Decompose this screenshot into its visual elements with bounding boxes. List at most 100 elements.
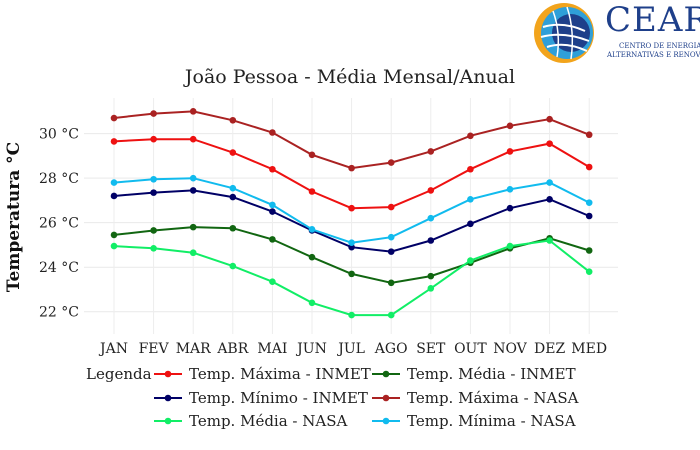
data-point [110, 231, 118, 239]
data-point [150, 227, 157, 234]
data-point [150, 110, 157, 117]
data-point [229, 184, 237, 192]
legend-swatch-marker [382, 394, 390, 402]
y-tick-labels: 22 °C 24 °C 26 °C 28 °C 30 °C [39, 127, 79, 321]
x-tick-label: FEV [139, 341, 170, 357]
logo-subtitle-line1: CENTRO DE ENERGIAS [619, 42, 700, 50]
data-point [229, 224, 237, 232]
legend-swatch-marker [164, 394, 172, 402]
data-point [546, 196, 553, 203]
data-point [189, 223, 197, 231]
legend-title: Legenda [86, 365, 152, 383]
x-tick-label: AGO [374, 341, 408, 357]
cear-logo-mark [534, 3, 594, 63]
data-point [387, 233, 395, 241]
data-point [387, 311, 395, 319]
data-point [546, 115, 553, 123]
data-point [150, 135, 157, 143]
legend-item[interactable]: Temp. Média - NASA [154, 412, 347, 430]
legend-item[interactable]: Temp. Máxima - NASA [372, 389, 579, 407]
data-point [229, 262, 237, 270]
legend-swatch-marker [164, 417, 172, 425]
legend-label: Temp. Média - INMET [407, 365, 576, 383]
y-tick-label: 30 °C [39, 127, 79, 143]
data-point [229, 116, 237, 124]
data-point [467, 220, 474, 228]
data-point [150, 189, 157, 196]
data-point [189, 249, 197, 257]
data-point [348, 239, 355, 247]
x-tick-label: ABR [216, 341, 248, 357]
data-point [229, 193, 237, 201]
legend-swatch-marker [164, 370, 172, 378]
data-point [387, 159, 395, 166]
data-point [269, 201, 276, 209]
data-point [189, 187, 197, 194]
chart-title: João Pessoa - Média Mensal/Anual [183, 66, 515, 88]
legend-item[interactable]: Temp. Média - INMET [372, 365, 576, 383]
series-lines [110, 108, 593, 319]
data-point [348, 311, 355, 319]
logo-name: CEAR [605, 0, 700, 40]
data-point [467, 196, 474, 203]
legend-item[interactable]: Temp. Máxima - INMET [154, 365, 371, 383]
data-point [585, 212, 593, 220]
x-tick-label: MAI [257, 341, 287, 357]
x-tick-label: DEZ [534, 341, 565, 357]
data-point [110, 242, 118, 250]
x-tick-label: JAN [98, 341, 128, 357]
data-point [348, 164, 355, 172]
x-tick-label: MED [571, 341, 607, 357]
logo-subtitle-line2: ALTERNATIVAS E RENOVÁVEIS [607, 51, 700, 59]
y-axis-label: Temperatura °C [4, 142, 24, 292]
y-tick-label: 26 °C [39, 216, 79, 232]
data-point [308, 188, 316, 195]
data-point [506, 242, 514, 250]
data-point [467, 165, 474, 173]
legend-item[interactable]: Temp. Mínimo - INMET [154, 389, 368, 407]
data-point [269, 236, 276, 243]
y-tick-label: 28 °C [39, 171, 79, 187]
legend-label: Temp. Mínimo - INMET [189, 389, 368, 407]
data-point [467, 257, 474, 264]
legend-item[interactable]: Temp. Mínima - NASA [372, 412, 576, 430]
data-point [427, 272, 435, 280]
data-point [506, 122, 514, 130]
data-point [308, 299, 316, 307]
data-point [269, 208, 276, 215]
x-tick-label: SET [416, 341, 446, 357]
data-point [150, 175, 157, 183]
data-point [189, 135, 197, 143]
legend-swatch-marker [382, 370, 390, 378]
data-point [506, 148, 514, 155]
cear-logo: CEAR CENTRO DE ENERGIAS ALTERNATIVAS E R… [533, 0, 700, 66]
data-point [110, 138, 118, 145]
x-tick-label: JUL [336, 341, 365, 357]
data-point [585, 163, 593, 171]
data-point [110, 114, 118, 122]
x-tick-label: OUT [454, 341, 487, 357]
data-point [269, 129, 276, 136]
data-point [387, 203, 395, 211]
data-point [308, 151, 316, 159]
data-point [150, 244, 157, 252]
series-4 [110, 237, 593, 319]
data-point [308, 253, 316, 261]
data-point [269, 165, 276, 173]
data-point [427, 187, 435, 194]
series-0 [110, 135, 593, 212]
legend: Legenda Temp. Máxima - INMET Temp. Média … [86, 365, 579, 430]
data-point [546, 140, 553, 147]
data-point [229, 149, 237, 156]
data-point [110, 192, 118, 200]
data-point [506, 204, 514, 212]
data-point [427, 214, 435, 222]
legend-label: Temp. Média - NASA [189, 412, 347, 430]
data-point [427, 285, 435, 292]
y-tick-label: 22 °C [39, 305, 79, 321]
data-point [269, 278, 276, 285]
data-point [585, 131, 593, 139]
data-point [585, 247, 593, 254]
legend-label: Temp. Máxima - NASA [407, 389, 579, 407]
